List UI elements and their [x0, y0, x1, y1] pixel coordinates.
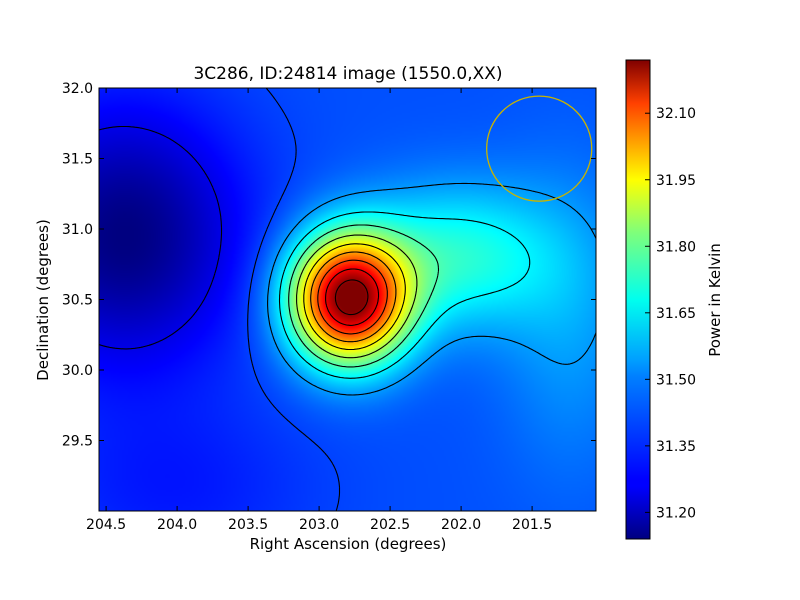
- beam-circle: [486, 95, 593, 202]
- y-tick-label: 30.0: [62, 363, 93, 379]
- x-tick-label: 203.0: [299, 517, 339, 533]
- contour-level: [278, 211, 531, 379]
- contour-lines: [99, 88, 596, 511]
- contour-level: [325, 268, 380, 326]
- x-tick-label: 204.5: [86, 517, 126, 533]
- contour-level: [99, 125, 223, 350]
- colorbar-ticks: 31.20 31.35 31.50 31.65 31.80 31.95 32.10: [645, 106, 696, 521]
- contour-level: [267, 182, 596, 396]
- y-tick-label: 30.5: [62, 293, 93, 309]
- chart-title: 3C286, ID:24814 image (1550.0,XX): [193, 64, 502, 84]
- colorbar-tick-label: 31.35: [656, 439, 696, 455]
- contour-level: [310, 251, 397, 343]
- contour-level: [317, 259, 388, 335]
- contour-level: [296, 234, 418, 359]
- x-tick-label: 202.5: [370, 517, 410, 533]
- colorbar-tick-label: 31.95: [656, 173, 696, 189]
- x-tick-label: 204.0: [157, 517, 197, 533]
- x-axis: 204.5 204.0 203.5 203.0 202.5 202.0 201.5: [86, 88, 552, 533]
- colorbar-tick-label: 32.10: [656, 106, 696, 122]
- contour-level: [303, 243, 406, 351]
- y-tick-label: 32.0: [62, 81, 93, 97]
- colorbar: [625, 59, 651, 540]
- y-tick-label: 29.5: [62, 434, 93, 450]
- heatmap-image: [99, 88, 596, 511]
- y-axis-label: Declination (degrees): [34, 219, 52, 381]
- contour-level: [288, 224, 440, 368]
- colorbar-tick-label: 31.80: [656, 239, 696, 255]
- colorbar-tick-label: 31.50: [656, 372, 696, 388]
- x-axis-label: Right Ascension (degrees): [250, 535, 447, 553]
- colorbar-label: Power in Kelvin: [706, 243, 724, 357]
- x-tick-label: 201.5: [512, 517, 552, 533]
- contour-level: [334, 279, 369, 316]
- colorbar-tick-label: 31.65: [656, 306, 696, 322]
- y-tick-label: 31.0: [62, 222, 93, 238]
- y-tick-label: 31.5: [62, 152, 93, 168]
- colorbar-tick-label: 31.20: [656, 505, 696, 521]
- y-axis: 29.5 30.0 30.5 31.0 31.5 32.0: [62, 81, 596, 450]
- x-tick-label: 203.5: [228, 517, 268, 533]
- x-tick-label: 202.0: [441, 517, 481, 533]
